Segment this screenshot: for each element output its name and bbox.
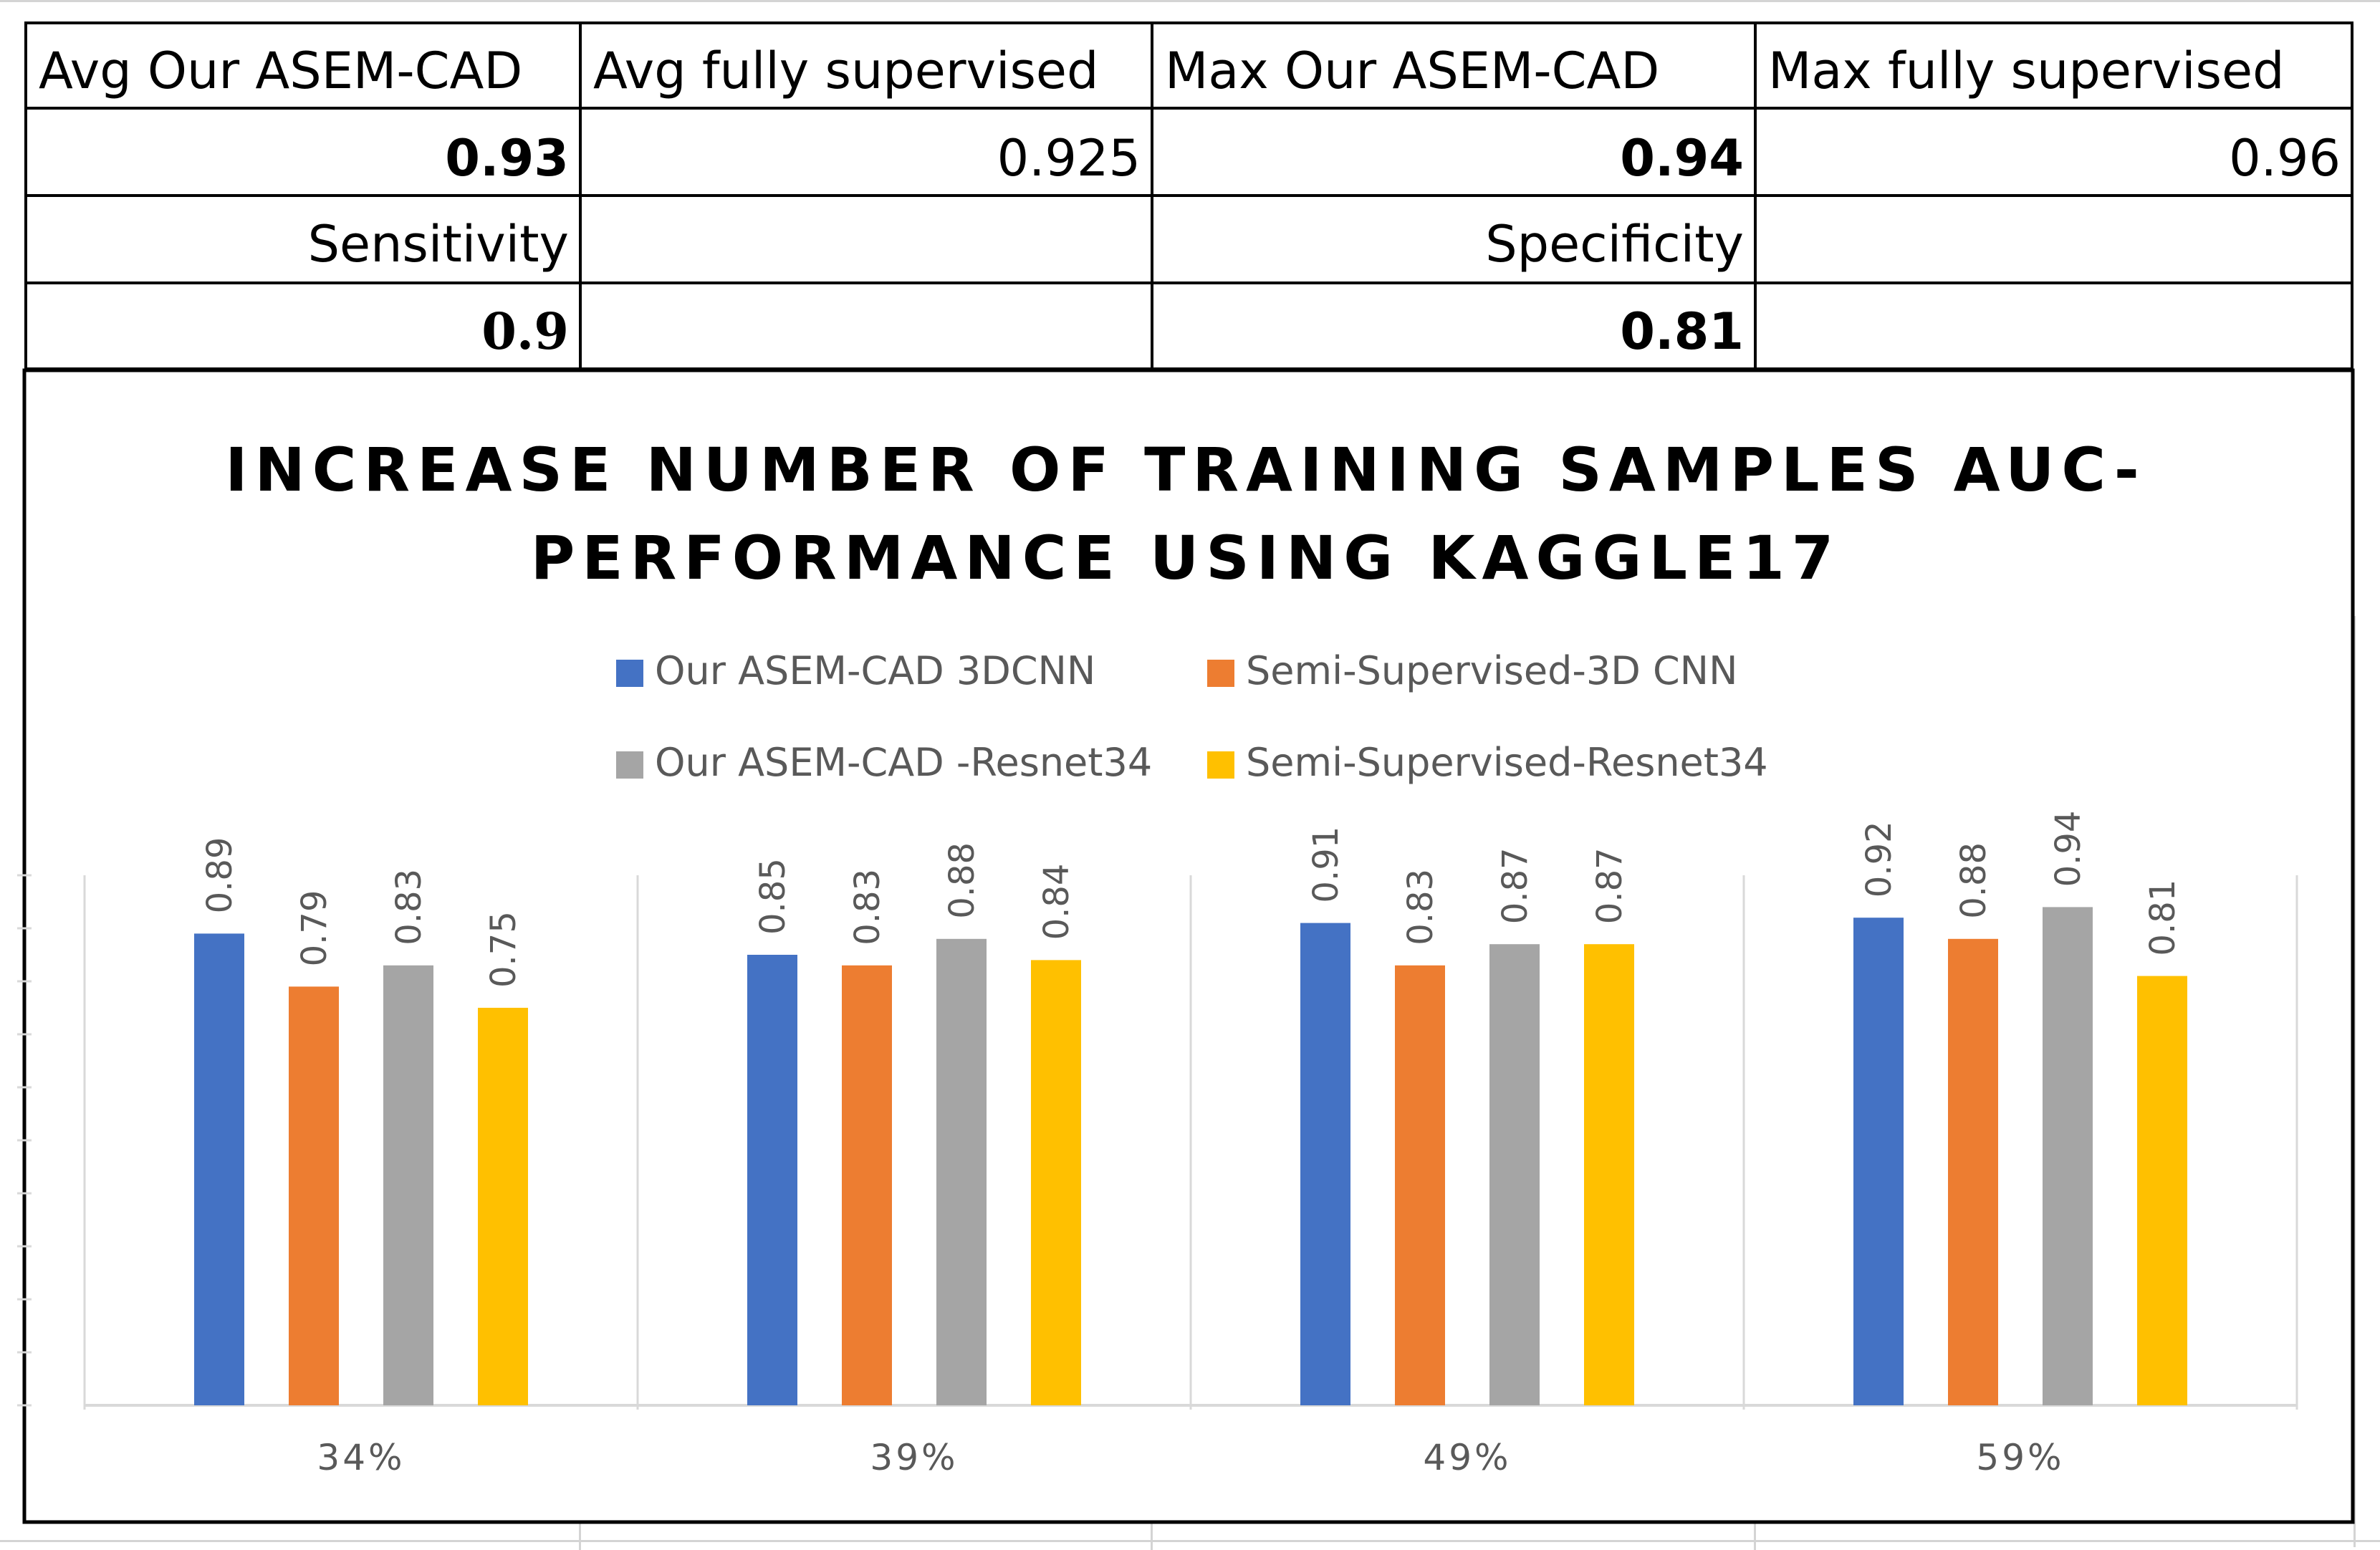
chart-title-line-1: INCREASE NUMBER OF TRAINING SAMPLES AUC- bbox=[225, 435, 2146, 505]
table-border bbox=[579, 21, 582, 370]
legend-label: Our ASEM-CAD 3DCNN bbox=[655, 648, 1095, 693]
bar bbox=[289, 986, 339, 1405]
label-sensitivity[interactable]: Sensitivity bbox=[307, 215, 569, 274]
category-label: 34% bbox=[317, 1437, 405, 1478]
data-label: 0.83 bbox=[848, 869, 888, 945]
bar bbox=[1031, 960, 1081, 1405]
header-max-ours[interactable]: Max Our ASEM-CAD bbox=[1165, 42, 1660, 100]
plot-area: 0.89 0.79 0.83 0.75 34% 0.85 0.83 0.88 0.84 39% 0.… bbox=[17, 811, 2298, 1478]
legend-label: Our ASEM-CAD -Resnet34 bbox=[655, 740, 1152, 785]
legend-label: Semi-Supervised-3D CNN bbox=[1246, 648, 1737, 693]
table-border bbox=[24, 21, 27, 370]
value-max-ours[interactable]: 0.94 bbox=[1620, 129, 1744, 188]
bar bbox=[1584, 944, 1634, 1405]
label-specificity[interactable]: Specificity bbox=[1485, 215, 1744, 274]
bar bbox=[383, 965, 433, 1405]
table-border bbox=[24, 21, 2353, 24]
data-label: 0.88 bbox=[1954, 842, 1994, 919]
data-label: 0.84 bbox=[1037, 864, 1077, 940]
data-label: 0.92 bbox=[1859, 821, 1899, 897]
data-label: 0.83 bbox=[1401, 869, 1441, 945]
header-max-fully[interactable]: Max fully supervised bbox=[1768, 42, 2285, 100]
legend-swatch bbox=[616, 751, 643, 779]
bar bbox=[1948, 938, 1998, 1405]
legend-swatch bbox=[1207, 660, 1234, 687]
sheet-gridline bbox=[1151, 1522, 1153, 1550]
table-border bbox=[24, 194, 2353, 197]
data-label: 0.87 bbox=[1590, 847, 1630, 924]
bar bbox=[1395, 965, 1445, 1405]
header-avg-fully[interactable]: Avg fully supervised bbox=[593, 42, 1099, 100]
category-label: 49% bbox=[1423, 1437, 1511, 1478]
category-label: 39% bbox=[870, 1437, 958, 1478]
sheet-gridline bbox=[579, 1522, 581, 1550]
bar bbox=[2137, 976, 2187, 1405]
data-label: 0.85 bbox=[753, 858, 793, 935]
data-label: 0.94 bbox=[2048, 811, 2088, 887]
data-label: 0.87 bbox=[1495, 847, 1535, 924]
sheet-gridline bbox=[0, 1540, 2380, 1542]
bar bbox=[1300, 923, 1350, 1405]
sheet-gridline bbox=[0, 0, 2380, 2]
table-border bbox=[24, 107, 2353, 110]
legend-label: Semi-Supervised-Resnet34 bbox=[1246, 740, 1768, 785]
table-border bbox=[1151, 21, 1153, 370]
table-border bbox=[24, 281, 2353, 284]
data-label: 0.88 bbox=[942, 842, 982, 919]
bar bbox=[747, 955, 797, 1405]
value-avg-fully[interactable]: 0.925 bbox=[997, 129, 1141, 188]
chart-legend: Our ASEM-CAD 3DCNN Semi-Supervised-3D CNN… bbox=[616, 648, 1768, 785]
table-border bbox=[1754, 21, 1757, 370]
sheet-gridline bbox=[1754, 1522, 1756, 1550]
bar bbox=[842, 965, 892, 1405]
bar bbox=[1853, 918, 1904, 1405]
bar bbox=[1489, 944, 1540, 1405]
value-avg-ours[interactable]: 0.93 bbox=[445, 129, 569, 188]
value-max-fully[interactable]: 0.96 bbox=[2229, 129, 2341, 188]
data-label: 0.81 bbox=[2143, 880, 2183, 956]
value-specificity[interactable]: 0.81 bbox=[1620, 302, 1744, 361]
bar bbox=[2043, 907, 2093, 1405]
value-sensitivity[interactable]: 0.9 bbox=[481, 302, 569, 361]
legend-swatch bbox=[1207, 751, 1234, 779]
bar bbox=[194, 933, 244, 1405]
legend-swatch bbox=[616, 660, 643, 687]
category-label: 59% bbox=[1976, 1437, 2064, 1478]
data-label: 0.91 bbox=[1306, 827, 1346, 903]
data-label: 0.83 bbox=[389, 869, 429, 945]
header-avg-ours[interactable]: Avg Our ASEM-CAD bbox=[39, 42, 523, 100]
table-border bbox=[2351, 21, 2353, 370]
data-label: 0.79 bbox=[294, 890, 335, 967]
data-label: 0.89 bbox=[200, 837, 240, 914]
bar bbox=[936, 938, 987, 1405]
chart-title-line-2: PERFORMANCE USING KAGGLE17 bbox=[531, 523, 1841, 593]
bar bbox=[478, 1008, 528, 1405]
data-label: 0.75 bbox=[484, 911, 524, 988]
